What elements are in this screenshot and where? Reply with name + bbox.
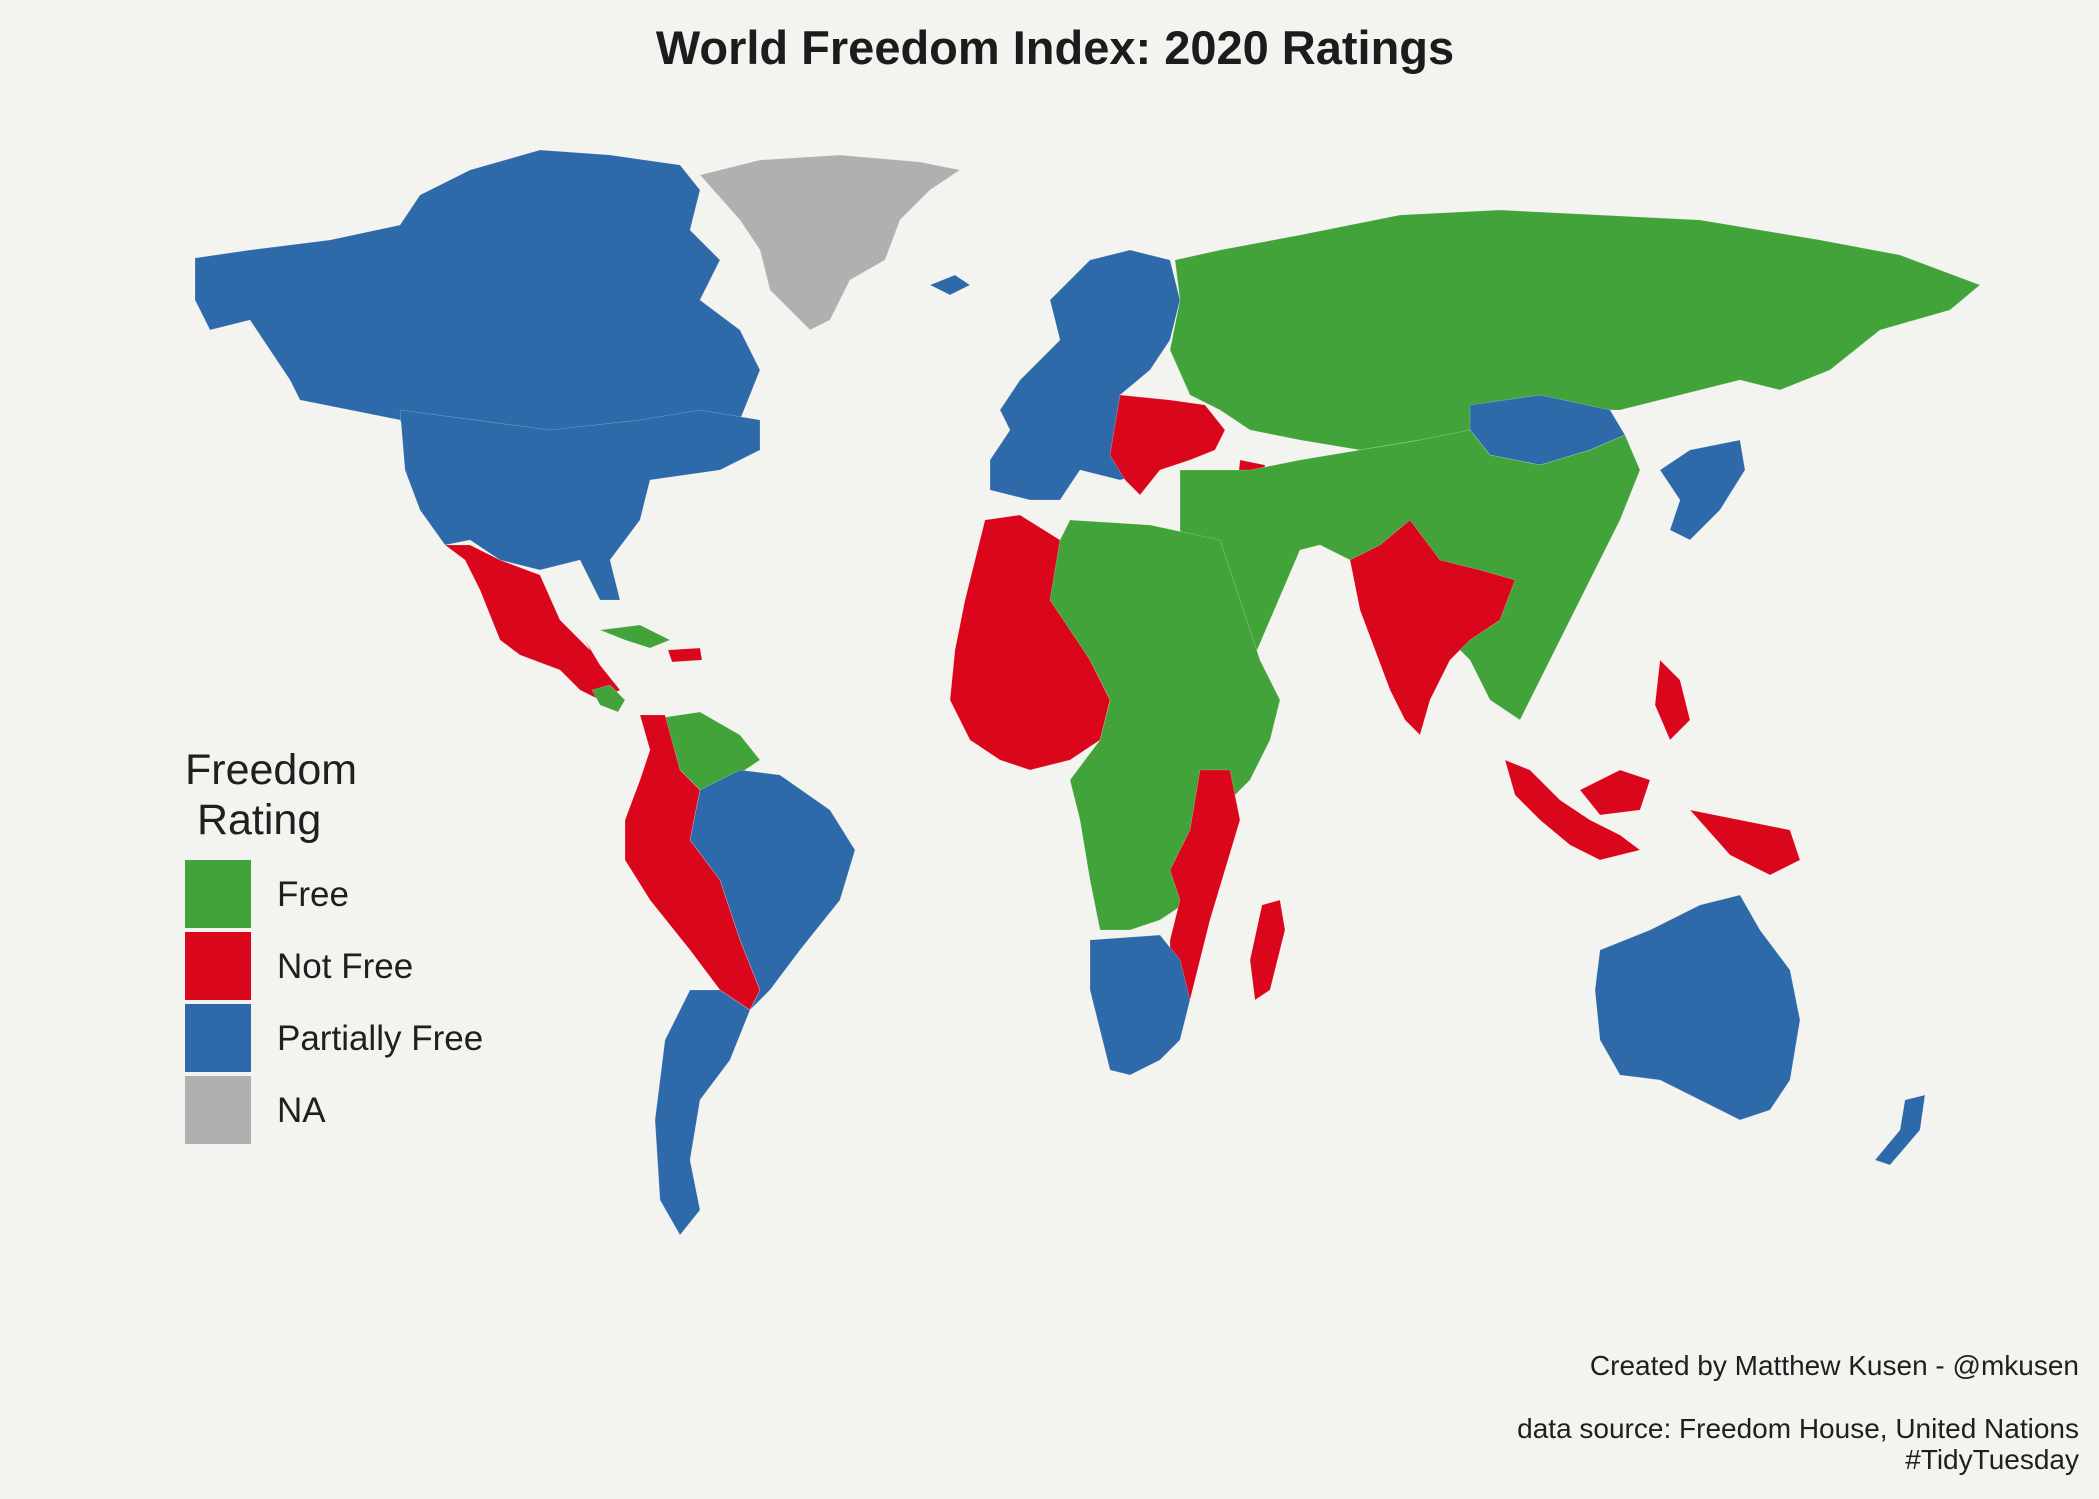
caption: Created by Matthew Kusen - @mkusen data … — [1279, 1350, 2079, 1475]
legend-item-na: NA — [185, 1075, 483, 1147]
legend-item-free: Free — [185, 859, 483, 931]
caption-tag: #TidyTuesday — [1905, 1444, 2079, 1475]
legend-swatch — [185, 1003, 251, 1075]
west-africa — [949, 514, 1111, 771]
legend-label: Partially Free — [277, 1019, 484, 1058]
legend-title: Freedom Rating — [185, 746, 358, 844]
india-bangladesh — [1349, 519, 1516, 736]
southeast-asia-indonesia — [1504, 659, 1801, 876]
legend: Freedom Rating Free Not Free Partially F… — [185, 745, 483, 1147]
caption-source: data source: Freedom House, United Natio… — [1517, 1413, 2079, 1444]
caption-credit: Created by Matthew Kusen - @mkusen — [1589, 1350, 2079, 1381]
costa-rica-panama — [591, 684, 626, 713]
mexico-central-america — [444, 544, 621, 701]
southern-africa — [1089, 934, 1191, 1076]
japan-korea — [1659, 439, 1746, 541]
legend-item-not-free: Not Free — [185, 931, 483, 1003]
legend-label: NA — [277, 1091, 326, 1130]
brazil-southern-cone — [654, 769, 856, 1236]
map-title: World Freedom Index: 2020 Ratings — [655, 21, 1455, 74]
north-africa-central-africa — [1039, 519, 1281, 931]
legend-item-partially-free: Partially Free — [185, 1003, 483, 1075]
legend-label: Not Free — [277, 947, 414, 986]
legend-swatch — [185, 931, 251, 1003]
legend-swatch — [185, 1075, 251, 1147]
canada-north-america — [194, 149, 761, 471]
greenland — [699, 154, 961, 331]
cuba-caribbean — [599, 624, 671, 649]
legend-label: Free — [277, 875, 349, 914]
australia-new-zealand — [1594, 894, 1926, 1166]
legend-swatch — [185, 859, 251, 931]
united-states — [399, 409, 761, 601]
russia-central-asia — [1169, 209, 1981, 451]
hispaniola — [667, 647, 703, 663]
